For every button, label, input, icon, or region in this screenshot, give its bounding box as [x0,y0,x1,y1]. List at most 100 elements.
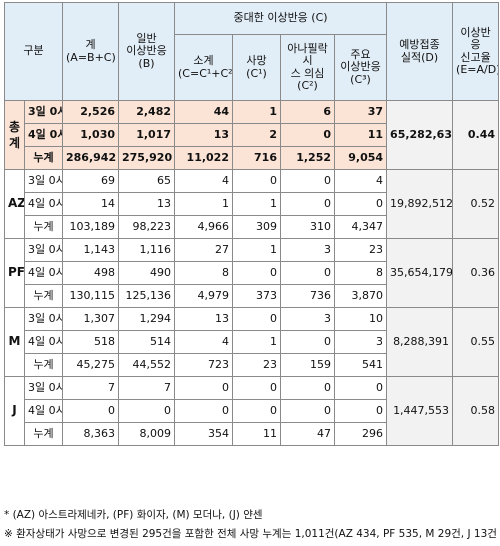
col-header-rate: 이상반응 신고율 (E=A/D) [452,2,500,101]
col-header-vaccinated: 예방접종 실적(D) [386,2,454,101]
cell-c3: 4,347 [333,215,388,239]
row-label: 3일 0시 [24,169,63,193]
group-label: AZ [4,169,25,239]
footnotes: * (AZ) 아스트라제네카, (PF) 화이자, (M) 모더나, (J) 얀… [4,506,498,544]
row-label: 4일 0시 [24,399,63,423]
cell-a: 1,307 [62,307,119,331]
row-label: 3일 0시 [24,100,63,124]
table-row: PF 3일 0시 1,143 1,116 27 1 3 23 35,654,179 0.36 [4,238,500,308]
cell-c3: 4 [333,169,388,193]
col-header-vaccinated-text: 예방접종 실적(D) [399,38,440,64]
row-label: 3일 0시 [24,376,63,400]
footnote-deaths: ※ 환자상태가 사망으로 변경된 295건을 포함한 전체 사망 누계는 1,0… [4,528,498,540]
cell-c2: 159 [280,353,335,377]
col-header-serious: 중대한 이상반응 (C) [173,2,388,35]
col-header-general: 일반 이상반응 (B) [118,2,175,101]
cell-c1: 0 [232,399,281,423]
cell-c1: 2 [232,123,281,147]
cell-b: 2,482 [118,100,175,124]
cell-b: 1,294 [118,307,175,331]
cell-b: 125,136 [118,284,175,308]
cell-c3: 541 [333,353,388,377]
cell-c: 11,022 [174,146,233,170]
table-row: 누계 286,942 275,920 11,022 716 1,252 9,054 [5,146,499,170]
cell-c3: 10 [333,307,388,331]
cell-c3: 0 [333,376,388,400]
col-header-anaphylaxis: 아나필락시 스 의심(C²) [280,34,335,101]
col-header-total: 계 (A=B+C) [62,2,119,101]
cell-b: 275,920 [118,146,175,170]
row-label: 누계 [24,353,63,377]
group-label: J [4,376,25,446]
cell-rate: 0.36 [452,238,500,308]
cell-b: 98,223 [118,215,175,239]
cell-b: 65 [118,169,175,193]
cell-c: 4,979 [174,284,233,308]
col-header-anaphylaxis-text: 아나필락시 스 의심(C²) [287,42,328,92]
cell-c3: 3 [333,330,388,354]
cell-a: 45,275 [62,353,119,377]
row-label: 4일 0시 [24,123,63,147]
row-label: 누계 [24,215,63,239]
row-label: 누계 [24,422,63,446]
cell-a: 69 [62,169,119,193]
cell-c3: 37 [333,100,388,124]
cell-c1: 23 [232,353,281,377]
cell-a: 103,189 [62,215,119,239]
table-row: AZ 3일 0시 69 65 4 0 0 4 19,892,512 0.52 [4,169,500,239]
cell-c2: 0 [280,192,335,216]
cell-c2: 0 [280,123,335,147]
cell-c2: 47 [280,422,335,446]
cell-c: 13 [174,307,233,331]
col-header-rate-text: 이상반응 신고율 (E=A/D) [456,26,499,76]
cell-c3: 9,054 [333,146,388,170]
cell-a: 1,143 [62,238,119,262]
cell-c: 4,966 [174,215,233,239]
cell-vaccinated: 35,654,179 [386,238,454,308]
cell-c: 4 [174,330,233,354]
table-row: M 3일 0시 1,307 1,294 13 0 3 10 8,288,391 0.55 [4,307,500,377]
cell-vaccinated: 19,892,512 [386,169,454,239]
cell-c1: 1 [232,192,281,216]
table-row: 누계 130,115 125,136 4,979 373 736 3,870 [5,284,499,308]
cell-c1: 1 [232,330,281,354]
cell-rate: 0.55 [452,307,500,377]
cell-c2: 3 [280,238,335,262]
cell-c: 723 [174,353,233,377]
table-row: J 3일 0시 7 7 0 0 0 0 1,447,553 0.58 [4,376,500,446]
cell-b: 7 [118,376,175,400]
cell-a: 8,363 [62,422,119,446]
cell-c: 8 [174,261,233,285]
cell-a: 130,115 [62,284,119,308]
cell-c3: 0 [333,399,388,423]
row-label: 3일 0시 [24,307,63,331]
cell-c2: 1,252 [280,146,335,170]
cell-c2: 0 [280,330,335,354]
group-label: 총계 [4,100,25,170]
row-label: 누계 [24,284,63,308]
cell-c: 4 [174,169,233,193]
cell-b: 0 [118,399,175,423]
cell-a: 1,030 [62,123,119,147]
col-header-subtotal: 소계 (C=C¹+C²+C³) [174,34,233,101]
cell-c3: 3,870 [333,284,388,308]
cell-c1: 716 [232,146,281,170]
col-header-death-text: 사망 (C¹) [246,54,267,80]
cell-c3: 296 [333,422,388,446]
cell-b: 490 [118,261,175,285]
cell-a: 14 [62,192,119,216]
cell-vaccinated: 1,447,553 [386,376,454,446]
table-row: 누계 8,363 8,009 354 11 47 296 [5,422,499,446]
col-header-major: 주요 이상반응 (C³) [333,34,388,101]
cell-rate: 0.58 [452,376,500,446]
cell-c2: 310 [280,215,335,239]
col-header-category: 구분 [4,2,63,101]
group-label: M [4,307,25,377]
cell-c: 27 [174,238,233,262]
cell-c3: 0 [333,192,388,216]
cell-a: 286,942 [62,146,119,170]
cell-c1: 0 [232,376,281,400]
